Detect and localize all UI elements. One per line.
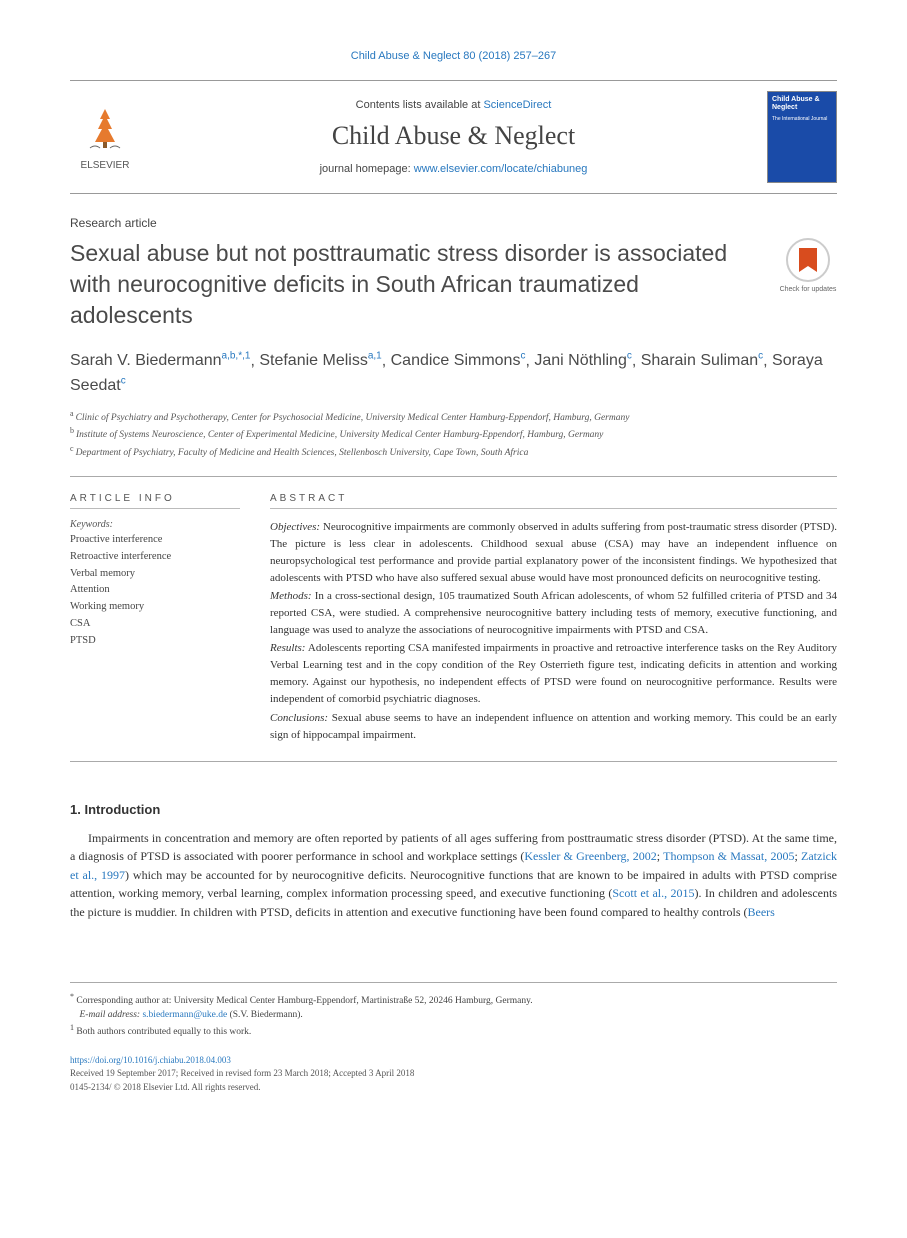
equal-text: Both authors contributed equally to this… [74, 1027, 251, 1037]
abstract-divider [270, 508, 837, 509]
introduction-heading: 1. Introduction [70, 802, 837, 817]
masthead-center: Contents lists available at ScienceDirec… [140, 99, 767, 175]
email-label: E-mail address: [80, 1010, 143, 1020]
keywords-list: Proactive interferenceRetroactive interf… [70, 532, 240, 650]
keyword: PTSD [70, 633, 240, 650]
homepage-prefix: journal homepage: [320, 163, 414, 175]
cover-sub: The International Journal [772, 116, 832, 122]
affiliation: c Department of Psychiatry, Faculty of M… [70, 443, 837, 460]
methods-label: Methods: [270, 590, 312, 602]
author-aff: a,b,*,1 [222, 351, 251, 362]
divider [70, 476, 837, 477]
journal-name: Child Abuse & Neglect [140, 121, 767, 151]
authors: Sarah V. Biedermanna,b,*,1, Stefanie Mel… [70, 349, 837, 398]
article-type: Research article [70, 216, 837, 230]
abstract-heading: ABSTRACT [270, 493, 837, 504]
masthead: ELSEVIER Contents lists available at Sci… [70, 80, 837, 194]
bookmark-icon [799, 248, 817, 272]
citation-kessler[interactable]: Kessler & Greenberg, 2002 [524, 849, 656, 863]
author: Sarah V. Biedermanna,b,*,1 [70, 352, 250, 369]
footer: https://doi.org/10.1016/j.chiabu.2018.04… [70, 1054, 837, 1095]
elsevier-logo: ELSEVIER [70, 104, 140, 171]
info-divider [70, 508, 240, 509]
keyword: Proactive interference [70, 532, 240, 549]
author-aff: c [758, 351, 763, 362]
keyword: CSA [70, 616, 240, 633]
keyword: Attention [70, 582, 240, 599]
conclusions-text: Sexual abuse seems to have an independen… [270, 712, 837, 741]
article-info-column: ARTICLE INFO Keywords: Proactive interfe… [70, 493, 240, 745]
issn-copyright: 0145-2134/ © 2018 Elsevier Ltd. All righ… [70, 1081, 837, 1095]
results-label: Results: [270, 642, 305, 654]
footnotes: * Corresponding author at: University Me… [70, 982, 837, 1040]
keyword: Retroactive interference [70, 549, 240, 566]
homepage-link[interactable]: www.elsevier.com/locate/chiabuneg [414, 163, 588, 175]
check-updates-badge[interactable]: Check for updates [779, 238, 837, 293]
affiliations: a Clinic of Psychiatry and Psychotherapy… [70, 408, 837, 460]
author: Sharain Sulimanc [641, 352, 763, 369]
elsevier-name: ELSEVIER [70, 160, 140, 171]
sciencedirect-link[interactable]: ScienceDirect [483, 99, 551, 111]
abstract-column: ABSTRACT Objectives: Neurocognitive impa… [270, 493, 837, 745]
author: Stefanie Melissa,1 [259, 352, 381, 369]
affiliation: a Clinic of Psychiatry and Psychotherapy… [70, 408, 837, 425]
contents-line: Contents lists available at ScienceDirec… [140, 99, 767, 111]
keywords-label: Keywords: [70, 519, 240, 530]
doi-link[interactable]: https://doi.org/10.1016/j.chiabu.2018.04… [70, 1055, 231, 1065]
keyword: Verbal memory [70, 566, 240, 583]
keyword: Working memory [70, 599, 240, 616]
author-aff: c [121, 375, 126, 386]
divider-2 [70, 761, 837, 762]
header-citation: Child Abuse & Neglect 80 (2018) 257–267 [70, 50, 837, 62]
corr-text: Corresponding author at: University Medi… [74, 996, 533, 1006]
cover-title: Child Abuse & Neglect [772, 96, 832, 113]
author: Candice Simmonsc [391, 352, 526, 369]
elsevier-tree-icon [80, 104, 130, 154]
journal-cover: Child Abuse & Neglect The International … [767, 91, 837, 183]
author-aff: c [520, 351, 525, 362]
updates-circle-icon [786, 238, 830, 282]
affiliation: b Institute of Systems Neuroscience, Cen… [70, 425, 837, 442]
author-aff: a,1 [368, 351, 382, 362]
citation-beers[interactable]: Beers [747, 905, 774, 919]
citation-scott[interactable]: Scott et al., 2015 [612, 886, 694, 900]
contents-prefix: Contents lists available at [356, 99, 484, 111]
citation-thompson[interactable]: Thompson & Massat, 2005 [663, 849, 794, 863]
article-title: Sexual abuse but not posttraumatic stres… [70, 238, 779, 331]
author: Jani Nöthlingc [534, 352, 632, 369]
email-link[interactable]: s.biedermann@uke.de [142, 1010, 227, 1020]
introduction-paragraph: Impairments in concentration and memory … [70, 829, 837, 922]
methods-text: In a cross-sectional design, 105 traumat… [270, 590, 837, 636]
results-text: Adolescents reporting CSA manifested imp… [270, 642, 837, 705]
objectives-text: Neurocognitive impairments are commonly … [270, 521, 837, 584]
received-dates: Received 19 September 2017; Received in … [70, 1067, 837, 1081]
author-aff: c [627, 351, 632, 362]
updates-label: Check for updates [779, 286, 837, 293]
article-info-heading: ARTICLE INFO [70, 493, 240, 504]
abstract-text: Objectives: Neurocognitive impairments a… [270, 519, 837, 744]
objectives-label: Objectives: [270, 521, 320, 533]
homepage-line: journal homepage: www.elsevier.com/locat… [140, 163, 767, 175]
conclusions-label: Conclusions: [270, 712, 328, 724]
email-name: (S.V. Biedermann). [227, 1010, 303, 1020]
